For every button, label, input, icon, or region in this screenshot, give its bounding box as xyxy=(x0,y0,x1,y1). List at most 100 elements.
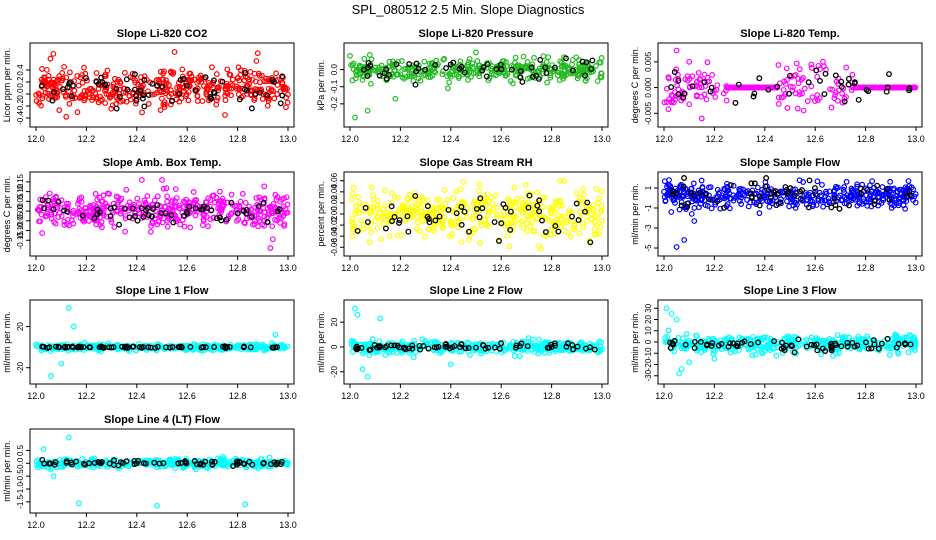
x-tick-label: 12.6 xyxy=(178,520,196,530)
data-point xyxy=(856,200,863,207)
data-point-black xyxy=(832,72,839,79)
data-point xyxy=(249,76,256,83)
data-point xyxy=(542,194,548,201)
data-point xyxy=(539,214,546,221)
data-point xyxy=(668,209,675,215)
data-point xyxy=(440,68,446,75)
data-point xyxy=(100,192,107,199)
data-point xyxy=(348,196,355,203)
data-point xyxy=(880,195,886,202)
data-point xyxy=(596,195,603,202)
data-point xyxy=(450,195,457,201)
data-point-black xyxy=(393,61,400,68)
data-point xyxy=(503,220,510,227)
data-point xyxy=(841,189,847,196)
data-point xyxy=(422,337,429,344)
x-tick-label: 12.4 xyxy=(128,391,146,401)
data-point-black xyxy=(865,88,872,95)
data-point xyxy=(721,336,728,343)
data-point xyxy=(712,94,719,100)
data-point-black xyxy=(485,344,492,351)
data-point-black xyxy=(805,79,812,86)
data-point-black xyxy=(242,69,249,76)
data-point xyxy=(792,205,799,211)
data-point xyxy=(396,208,402,215)
data-point xyxy=(736,198,743,204)
data-point xyxy=(827,86,833,93)
data-point xyxy=(269,236,276,243)
data-point-black xyxy=(579,58,586,65)
data-point xyxy=(820,58,826,65)
data-point xyxy=(56,210,63,217)
data-point-black xyxy=(534,202,541,209)
data-point xyxy=(349,349,356,355)
data-point-black xyxy=(130,343,137,350)
data-point xyxy=(78,198,85,205)
data-point-black xyxy=(98,343,105,350)
data-point xyxy=(267,245,274,251)
data-point-black xyxy=(137,87,144,94)
data-point xyxy=(359,76,366,83)
data-point xyxy=(166,457,172,463)
data-point xyxy=(258,72,265,79)
data-point xyxy=(280,213,287,219)
data-point-black xyxy=(838,78,845,85)
data-point-black xyxy=(857,185,864,192)
y-tick-label: -0.4 xyxy=(16,111,25,125)
data-point xyxy=(203,91,210,98)
data-point-black xyxy=(480,64,487,71)
data-point-black xyxy=(436,213,443,220)
data-point-black xyxy=(260,460,267,466)
data-point-black xyxy=(391,342,398,349)
data-point-black xyxy=(667,339,673,346)
y-tick-label: 0.15 xyxy=(16,174,25,190)
data-point xyxy=(370,192,376,199)
data-point-black xyxy=(120,460,127,466)
data-point-black xyxy=(41,205,48,212)
data-point-black xyxy=(886,196,893,203)
data-point xyxy=(869,178,876,185)
data-point-black xyxy=(79,212,86,219)
data-point xyxy=(349,62,356,69)
data-point-black xyxy=(697,339,704,345)
data-point-black xyxy=(787,72,793,79)
data-point xyxy=(804,98,811,105)
data-point-black xyxy=(771,338,778,345)
data-point-black xyxy=(780,344,787,351)
data-point xyxy=(269,223,276,230)
data-point-black xyxy=(477,195,484,202)
data-point xyxy=(834,332,841,338)
data-point-black xyxy=(388,203,395,210)
data-point-black xyxy=(124,344,131,351)
data-point xyxy=(489,200,496,207)
data-point xyxy=(455,75,462,81)
x-tick-label: 12.2 xyxy=(706,391,724,401)
data-point xyxy=(820,203,827,210)
data-point xyxy=(540,53,547,60)
data-point-black xyxy=(138,205,145,212)
data-point xyxy=(360,344,367,351)
data-point xyxy=(573,54,580,61)
data-point xyxy=(63,113,70,120)
data-point xyxy=(90,94,97,101)
data-point-black xyxy=(240,207,247,214)
data-point-black xyxy=(131,86,138,93)
data-point xyxy=(512,72,519,79)
plot-frame xyxy=(657,42,923,128)
data-point xyxy=(758,349,765,356)
data-point xyxy=(697,201,704,207)
data-point xyxy=(751,199,758,206)
data-point xyxy=(696,77,703,83)
data-point-black xyxy=(498,340,504,347)
y-tick-label: 0.000 xyxy=(644,77,653,98)
data-point-black xyxy=(274,208,281,215)
data-point xyxy=(680,335,686,342)
data-point xyxy=(219,203,226,210)
y-tick-label: 0.00 xyxy=(16,203,25,219)
data-point xyxy=(181,223,188,230)
data-point-black xyxy=(552,223,559,229)
data-point xyxy=(213,101,220,108)
data-point-black xyxy=(445,206,452,213)
y-axis-label: kPa per min. xyxy=(316,60,326,111)
